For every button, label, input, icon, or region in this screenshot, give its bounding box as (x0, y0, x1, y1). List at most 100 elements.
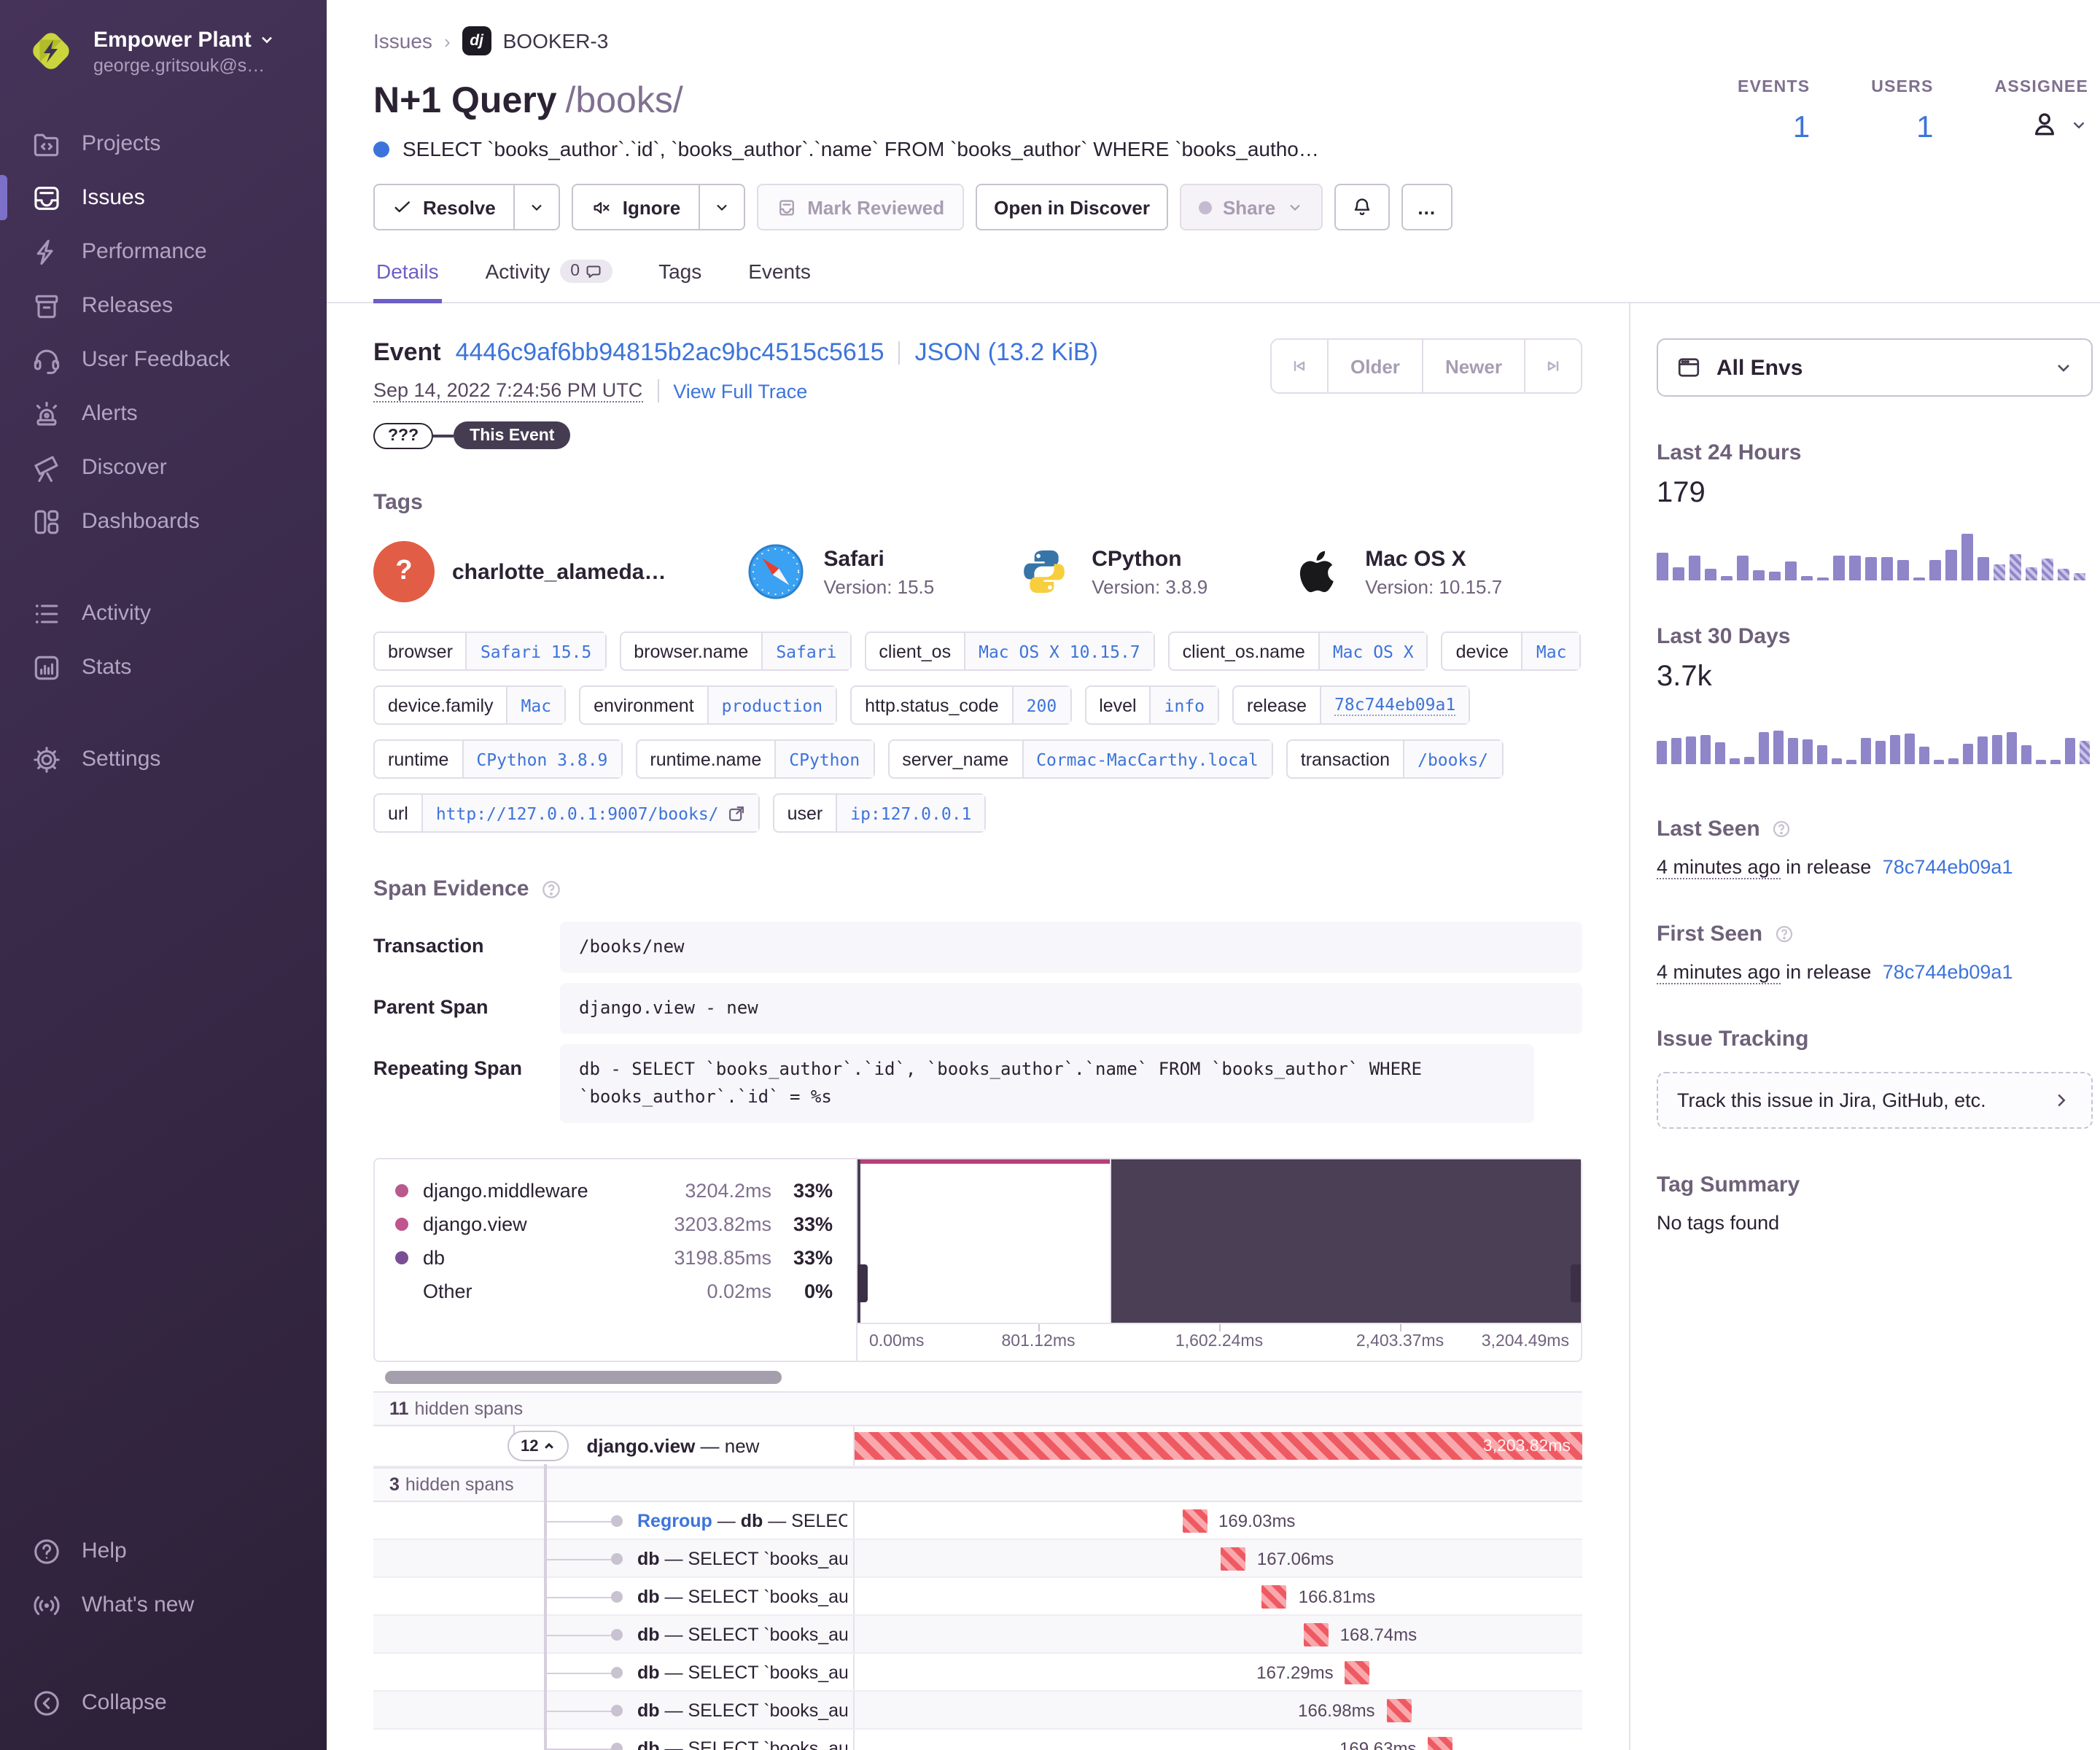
span-row[interactable]: db — SELECT `books_author` 167.29ms (373, 1654, 1582, 1692)
tag-pill-client-os-name[interactable]: client_os.name Mac OS X (1167, 631, 1428, 671)
tag-pill-client-os[interactable]: client_os Mac OS X 10.15.7 (864, 631, 1155, 671)
sidebar-item-performance[interactable]: Performance (0, 225, 327, 279)
regroup-link[interactable]: Regroup (637, 1511, 712, 1531)
subscribe-button[interactable] (1334, 184, 1390, 230)
latest-event-button[interactable] (1525, 340, 1581, 392)
span-duration-label: 166.81ms (1298, 1587, 1376, 1607)
histogram-bar (1671, 738, 1681, 764)
span-duration-label: 166.98ms (1298, 1700, 1375, 1721)
span-row[interactable]: db — SELECT `books_author` 166.81ms (373, 1578, 1582, 1616)
scrollbar-thumb[interactable] (385, 1371, 782, 1384)
tab-activity[interactable]: Activity 0 (483, 260, 615, 303)
release-link[interactable]: 78c744eb09a1 (1882, 856, 2013, 878)
histogram-bar (2021, 745, 2031, 764)
event-timestamp[interactable]: Sep 14, 2022 7:24:56 PM UTC (373, 379, 643, 402)
resolve-button[interactable]: Resolve (373, 184, 515, 230)
sidebar-item-what-s-new[interactable]: What's new (0, 1578, 327, 1632)
tag-pill-http-status-code[interactable]: http.status_code 200 (850, 685, 1072, 725)
hidden-spans-row[interactable]: 3 hidden spans (373, 1467, 1582, 1502)
share-button[interactable]: Share (1180, 184, 1323, 230)
users-count[interactable]: 1 (1916, 111, 1934, 144)
question-icon[interactable] (539, 877, 562, 901)
events-count[interactable]: 1 (1792, 111, 1811, 144)
histogram-bar (1721, 575, 1732, 580)
sidebar-item-dashboards[interactable]: Dashboards (0, 494, 327, 548)
span-row[interactable]: db — SELECT `books_author` 167.06ms (373, 1540, 1582, 1578)
sidebar-item-alerts[interactable]: Alerts (0, 386, 327, 440)
issue-tracking-cta[interactable]: Track this issue in Jira, GitHub, etc. (1657, 1072, 2093, 1129)
waterfall-scrollbar[interactable] (373, 1366, 855, 1388)
tab-details[interactable]: Details (373, 260, 442, 303)
event-id-link[interactable]: 4446c9af6bb94815b2ac9bc4515c5615 (455, 338, 884, 366)
tag-pill-runtime-name[interactable]: runtime.name CPython (635, 739, 875, 779)
minimap-left-handle[interactable] (858, 1159, 868, 1323)
ignore-dropdown-button[interactable] (699, 184, 745, 230)
sidebar-item-releases[interactable]: Releases (0, 279, 327, 332)
tag-pill-browser-name[interactable]: browser.name Safari (619, 631, 852, 671)
unknown-event-pill[interactable]: ??? (373, 422, 434, 448)
breadcrumb-project: BOOKER-3 (502, 29, 609, 52)
tag-pill-level[interactable]: level info (1084, 685, 1220, 725)
tag-pill-user[interactable]: user ip:127.0.0.1 (772, 793, 987, 833)
ignore-button[interactable]: Ignore (571, 184, 700, 230)
tag-pill-runtime[interactable]: runtime CPython 3.8.9 (373, 739, 623, 779)
span-row[interactable]: db — SELECT `books_author` 166.98ms (373, 1692, 1582, 1730)
sidebar-item-stats[interactable]: Stats (0, 640, 327, 694)
tag-pill-device-family[interactable]: device.family Mac (373, 685, 567, 725)
tab-tags[interactable]: Tags (658, 260, 702, 283)
django-project-icon: dj (462, 26, 491, 55)
span-row[interactable]: db — SELECT `books_author` 169.63ms (373, 1730, 1582, 1750)
sidebar-item-projects[interactable]: Projects (0, 117, 327, 171)
featured-tag-mac-os-x[interactable]: Mac OS X Version: 10.15.7 (1286, 541, 1502, 602)
sidebar-item-discover[interactable]: Discover (0, 440, 327, 494)
axis-tick (1400, 1324, 1401, 1331)
older-event-button[interactable]: Older (1329, 340, 1423, 392)
tag-pill-environment[interactable]: environment production (579, 685, 838, 725)
users-label: USERS (1871, 79, 1934, 96)
featured-tag-safari[interactable]: Safari Version: 15.5 (744, 541, 934, 602)
histogram-bar (1934, 759, 1944, 764)
assignee-selector[interactable] (1995, 108, 2088, 140)
sidebar-item-user-feedback[interactable]: User Feedback (0, 332, 327, 386)
sidebar-item-activity[interactable]: Activity (0, 586, 327, 640)
event-json-link[interactable]: JSON (13.2 KiB) (914, 338, 1098, 366)
tag-pill-browser[interactable]: browser Safari 15.5 (373, 631, 607, 671)
span-minimap[interactable] (856, 1159, 1581, 1323)
span-group-row[interactable]: 12 django.view — new 3,203.82ms (373, 1425, 1582, 1467)
histogram-bar (2074, 573, 2085, 580)
tag-pill-device[interactable]: device Mac (1441, 631, 1582, 671)
hidden-spans-row[interactable]: 11 hidden spans (373, 1391, 1582, 1426)
span-row[interactable]: db — SELECT `books_author` 168.74ms (373, 1616, 1582, 1654)
chevron-down-icon (531, 204, 542, 211)
sidebar-item-collapse[interactable]: Collapse (0, 1676, 327, 1730)
breadcrumb-issues[interactable]: Issues (373, 29, 432, 52)
minimap-right-handle[interactable] (1110, 1159, 1581, 1323)
tag-pill-release[interactable]: release 78c744eb09a1 (1232, 685, 1471, 725)
sidebar-item-settings[interactable]: Settings (0, 732, 327, 786)
tab-events[interactable]: Events (748, 260, 811, 283)
question-icon[interactable] (1770, 818, 1792, 840)
mark-reviewed-button[interactable]: Mark Reviewed (756, 184, 964, 230)
open-in-discover-button[interactable]: Open in Discover (975, 184, 1169, 230)
environment-filter[interactable]: All Envs (1657, 338, 2093, 397)
release-link[interactable]: 78c744eb09a1 (1882, 961, 2013, 983)
view-full-trace-link[interactable]: View Full Trace (673, 380, 808, 402)
span-duration-bar (1345, 1661, 1370, 1684)
span-row[interactable]: Regroup — db — SELECT `boo 169.03ms (373, 1502, 1582, 1540)
more-actions-button[interactable]: … (1401, 184, 1452, 230)
tag-pill-server-name[interactable]: server_name Cormac-MacCarthy.local (887, 739, 1273, 779)
span-tree-line (544, 1464, 546, 1750)
external-link-icon (728, 805, 744, 821)
org-switcher[interactable]: Empower Plant george.gritsouk@s… (0, 0, 327, 105)
span-group-toggle[interactable]: 12 (508, 1431, 569, 1461)
oldest-event-button[interactable] (1272, 340, 1329, 392)
featured-tag-cpython[interactable]: CPython Version: 3.8.9 (1013, 541, 1208, 602)
tag-pill-url[interactable]: url http://127.0.0.1:9007/books/ (373, 793, 760, 833)
tag-pill-transaction[interactable]: transaction/books/ (1286, 739, 1504, 779)
resolve-dropdown-button[interactable] (514, 184, 560, 230)
question-icon[interactable] (1773, 923, 1794, 945)
sidebar-item-help[interactable]: Help (0, 1524, 327, 1578)
featured-tag-charlotte-alameda[interactable]: ? charlotte_alameda… (373, 541, 666, 602)
sidebar-item-issues[interactable]: Issues (0, 171, 327, 225)
newer-event-button[interactable]: Newer (1423, 340, 1525, 392)
